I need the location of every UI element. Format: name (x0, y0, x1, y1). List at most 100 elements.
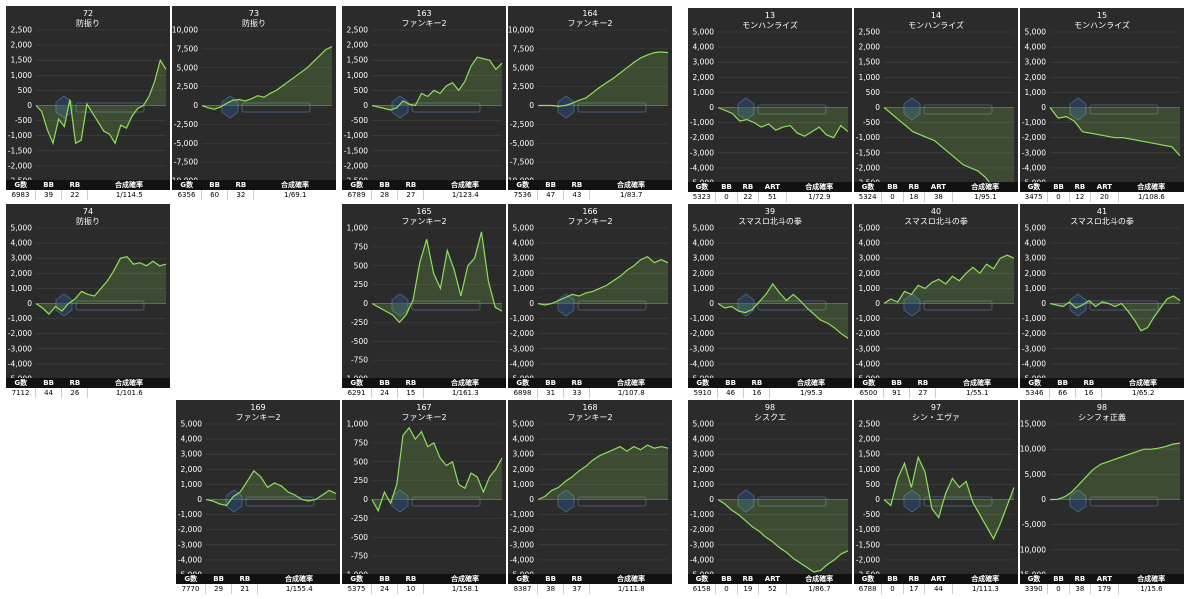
stats-value: 22 (736, 192, 759, 202)
machine-number: 97 (931, 403, 941, 412)
y-tick-label: 10,000 (172, 26, 198, 35)
y-tick-label: -4,000 (510, 555, 534, 564)
y-tick-label: 3,000 (1025, 254, 1047, 263)
stats-header: G数 (688, 182, 716, 192)
y-tick-label: 500 (866, 480, 881, 489)
y-tick-label: -250 (351, 318, 368, 327)
series-area (538, 445, 668, 500)
stats-header: 合成確率 (87, 180, 170, 190)
series-area (538, 51, 668, 107)
y-tick-label: 1,000 (859, 284, 881, 293)
machine-name: ファンキー2 (567, 217, 612, 226)
series-area (884, 457, 1014, 539)
stats-value: 6788 (854, 584, 882, 594)
y-tick-label: -1,000 (510, 314, 534, 323)
stats-header: 合成確率 (1118, 574, 1184, 584)
y-tick-label: 4,000 (693, 435, 715, 444)
series-line (1049, 295, 1181, 332)
watermark-logo (55, 95, 145, 119)
stats-header: 合成確率 (257, 574, 340, 584)
y-tick-label: 5,000 (693, 420, 715, 429)
stats-header: 合成確率 (786, 182, 852, 192)
y-tick-label: -1,000 (178, 510, 202, 519)
y-tick-label: -3,000 (8, 344, 32, 353)
y-tick-label: 500 (354, 261, 369, 270)
series-line (538, 51, 669, 107)
y-tick-label: -1,000 (344, 131, 368, 140)
stats-value: 0 (881, 584, 904, 594)
stats-table: G数 BB RB 合成確率 7112 44 26 1/101.6 (6, 378, 170, 398)
stats-value: 0 (1047, 192, 1070, 202)
y-tick-label: 750 (354, 438, 369, 447)
series-area (372, 231, 502, 323)
y-tick-label: 1,500 (11, 56, 33, 65)
stats-value: 1/123.4 (423, 190, 506, 200)
y-tick-label: 5,000 (513, 63, 535, 72)
watermark-logo (1069, 293, 1159, 317)
stats-header: BB (201, 180, 228, 190)
y-tick-label: 0 (529, 101, 534, 110)
stats-value: 6789 (342, 190, 372, 200)
y-tick-label: -1,000 (8, 131, 32, 140)
y-tick-label: -1,000 (690, 314, 714, 323)
y-tick-label: 4,000 (1025, 43, 1047, 52)
stats-value: 1/107.8 (589, 388, 672, 398)
machine-number: 39 (765, 207, 775, 216)
stats-header: BB (205, 574, 232, 584)
stats-header: G数 (854, 378, 884, 388)
stats-table: G数 BB RB ART 合成確率 5324 0 18 38 1/95.1 (854, 182, 1018, 202)
y-tick-label: 2,500 (859, 420, 881, 429)
y-tick-label: 5,000 (11, 224, 33, 233)
stats-table: G数 BB RB 合成確率 8387 38 37 1/111.8 (508, 574, 672, 594)
stats-value: 47 (537, 190, 564, 200)
stats-table: G数 BB RB 合成確率 6500 91 27 1/55.1 (854, 378, 1018, 398)
stats-header: BB (371, 574, 398, 584)
y-tick-label: 2,000 (513, 269, 535, 278)
stats-value: 12 (1068, 192, 1091, 202)
y-tick-label: 0 (193, 101, 198, 110)
y-tick-label: 1,000 (693, 284, 715, 293)
y-tick-label: 5,000 (693, 224, 715, 233)
stats-header: G数 (342, 574, 372, 584)
stats-value: 33 (563, 388, 590, 398)
y-tick-label: -2,000 (178, 525, 202, 534)
stats-header: G数 (1020, 378, 1050, 388)
stats-header: BB (881, 574, 904, 584)
stats-value: 27 (397, 190, 424, 200)
machine-number: 41 (1097, 207, 1107, 216)
stats-value: 6158 (688, 584, 716, 594)
y-tick-label: -2,000 (690, 525, 714, 534)
y-tick-label: -500 (863, 510, 880, 519)
y-tick-label: -7,500 (174, 158, 198, 167)
y-tick-label: -2,000 (690, 133, 714, 142)
stats-header: BB (715, 182, 738, 192)
y-tick-label: -3,000 (856, 344, 880, 353)
machine-chart: 41 スマスロ北斗の拳 5,000 4,000 3,000 2,000 1,000 0 -1,0… (1020, 204, 1184, 398)
series-area (206, 470, 336, 506)
machine-name: シン・エヴァ (912, 412, 960, 422)
machine-chart: 15 モンハンライズ 5,000 4,000 3,000 2,000 1,000 0 -1,00… (1020, 8, 1184, 202)
stats-value: 24 (371, 584, 398, 594)
y-tick-label: 5,000 (859, 224, 881, 233)
machine-number: 164 (582, 9, 597, 18)
y-tick-label: 750 (354, 242, 369, 251)
stats-header: G数 (342, 378, 372, 388)
stats-header: RB (231, 574, 258, 584)
y-tick-label: 500 (354, 86, 369, 95)
y-tick-label: 0 (709, 299, 714, 308)
stats-value: 0 (1047, 584, 1070, 594)
stats-header: G数 (172, 180, 202, 190)
y-tick-label: 1,000 (693, 88, 715, 97)
y-tick-label: 0 (529, 495, 534, 504)
y-tick-label: -4,000 (1022, 359, 1046, 368)
stats-value: 1/65.2 (1101, 388, 1184, 398)
watermark-logo (557, 489, 647, 513)
y-tick-label: 0 (875, 103, 880, 112)
machine-chart: 166 ファンキー2 5,000 4,000 3,000 2,000 1,000 0 -1,00… (508, 204, 672, 398)
machine-chart: 168 ファンキー2 5,000 4,000 3,000 2,000 1,000 0 -1,00… (508, 400, 672, 594)
stats-header: 合成確率 (423, 378, 506, 388)
y-tick-label: 1,000 (347, 420, 369, 429)
y-tick-label: -500 (351, 337, 368, 346)
